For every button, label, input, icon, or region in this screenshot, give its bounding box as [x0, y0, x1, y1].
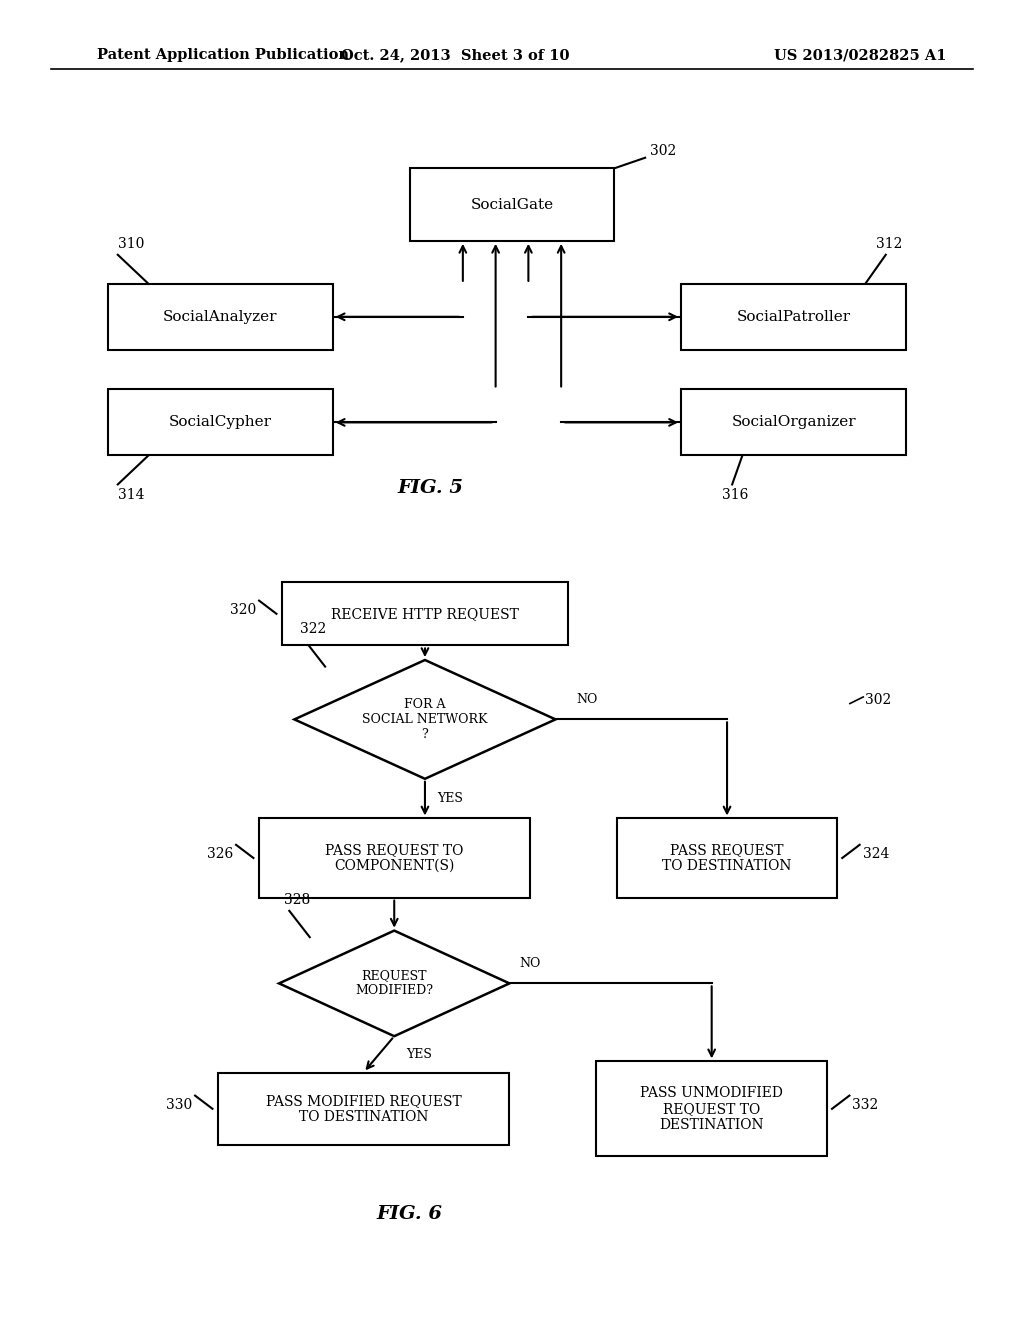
Text: Oct. 24, 2013  Sheet 3 of 10: Oct. 24, 2013 Sheet 3 of 10 [341, 49, 570, 62]
Text: SocialOrganizer: SocialOrganizer [731, 416, 856, 429]
FancyBboxPatch shape [282, 582, 568, 645]
Text: 328: 328 [285, 892, 310, 907]
Text: 316: 316 [722, 488, 749, 503]
Text: NO: NO [519, 957, 541, 970]
Text: SocialCypher: SocialCypher [169, 416, 271, 429]
FancyBboxPatch shape [410, 168, 614, 242]
Text: Patent Application Publication: Patent Application Publication [97, 49, 349, 62]
Polygon shape [295, 660, 555, 779]
FancyBboxPatch shape [681, 284, 906, 350]
Text: 324: 324 [862, 847, 889, 861]
Text: PASS UNMODIFIED
REQUEST TO
DESTINATION: PASS UNMODIFIED REQUEST TO DESTINATION [640, 1085, 783, 1133]
FancyBboxPatch shape [616, 818, 837, 898]
Polygon shape [279, 931, 510, 1036]
Text: YES: YES [407, 1048, 432, 1061]
Text: 322: 322 [299, 622, 326, 636]
FancyBboxPatch shape [108, 284, 333, 350]
Text: NO: NO [575, 693, 597, 706]
Text: REQUEST
MODIFIED?: REQUEST MODIFIED? [355, 969, 433, 998]
FancyBboxPatch shape [108, 389, 333, 455]
Text: SocialGate: SocialGate [470, 198, 554, 211]
FancyBboxPatch shape [217, 1072, 509, 1144]
Text: PASS MODIFIED REQUEST
TO DESTINATION: PASS MODIFIED REQUEST TO DESTINATION [265, 1094, 462, 1123]
Text: 312: 312 [876, 236, 902, 251]
Text: FIG. 5: FIG. 5 [397, 479, 463, 498]
Text: 320: 320 [229, 603, 256, 616]
FancyBboxPatch shape [596, 1061, 826, 1156]
Text: YES: YES [437, 792, 463, 805]
FancyBboxPatch shape [681, 389, 906, 455]
Text: 330: 330 [166, 1098, 193, 1111]
Text: FOR A
SOCIAL NETWORK
?: FOR A SOCIAL NETWORK ? [362, 698, 487, 741]
Text: SocialPatroller: SocialPatroller [736, 310, 851, 323]
Text: RECEIVE HTTP REQUEST: RECEIVE HTTP REQUEST [331, 607, 519, 620]
Text: SocialAnalyzer: SocialAnalyzer [163, 310, 278, 323]
Text: FIG. 6: FIG. 6 [377, 1205, 442, 1224]
Text: 302: 302 [650, 144, 677, 158]
Text: US 2013/0282825 A1: US 2013/0282825 A1 [774, 49, 946, 62]
Text: 310: 310 [118, 236, 144, 251]
Text: 332: 332 [852, 1098, 879, 1111]
Text: 326: 326 [207, 847, 233, 861]
Text: 314: 314 [118, 488, 144, 503]
Text: PASS REQUEST
TO DESTINATION: PASS REQUEST TO DESTINATION [663, 843, 792, 873]
Text: PASS REQUEST TO
COMPONENT(S): PASS REQUEST TO COMPONENT(S) [325, 843, 464, 873]
FancyBboxPatch shape [258, 818, 530, 898]
Text: 302: 302 [865, 693, 892, 706]
